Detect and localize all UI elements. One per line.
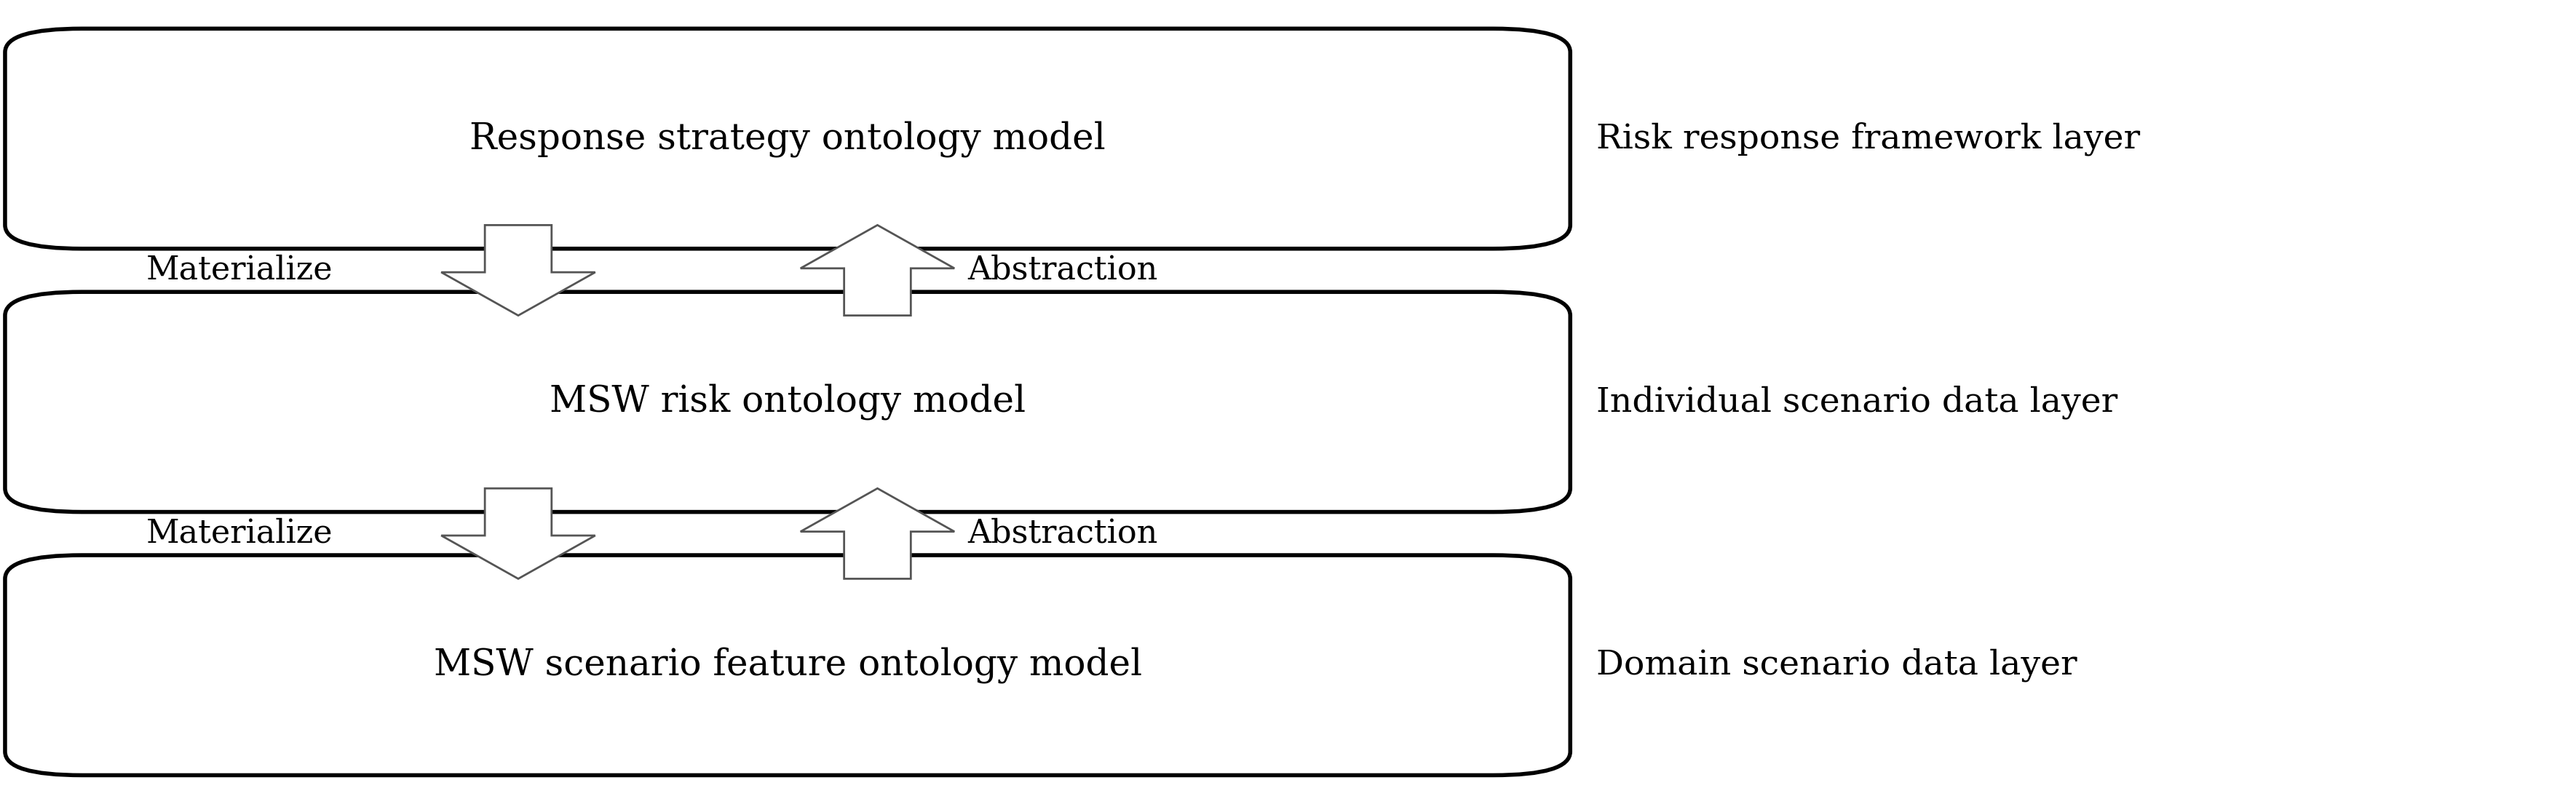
- Text: Abstraction: Abstraction: [966, 517, 1157, 549]
- Text: Abstraction: Abstraction: [966, 254, 1157, 286]
- FancyBboxPatch shape: [5, 29, 1571, 248]
- Polygon shape: [801, 489, 956, 579]
- Text: MSW scenario feature ontology model: MSW scenario feature ontology model: [433, 647, 1141, 684]
- Text: Risk response framework layer: Risk response framework layer: [1597, 122, 2141, 155]
- Polygon shape: [801, 225, 956, 315]
- Polygon shape: [440, 489, 595, 579]
- Text: Individual scenario data layer: Individual scenario data layer: [1597, 385, 2117, 419]
- Text: Domain scenario data layer: Domain scenario data layer: [1597, 648, 2076, 682]
- Polygon shape: [440, 225, 595, 315]
- Text: MSW risk ontology model: MSW risk ontology model: [549, 384, 1025, 420]
- FancyBboxPatch shape: [5, 555, 1571, 775]
- Text: Response strategy ontology model: Response strategy ontology model: [469, 120, 1105, 157]
- Text: Materialize: Materialize: [147, 517, 332, 549]
- FancyBboxPatch shape: [5, 292, 1571, 512]
- Text: Materialize: Materialize: [147, 254, 332, 286]
